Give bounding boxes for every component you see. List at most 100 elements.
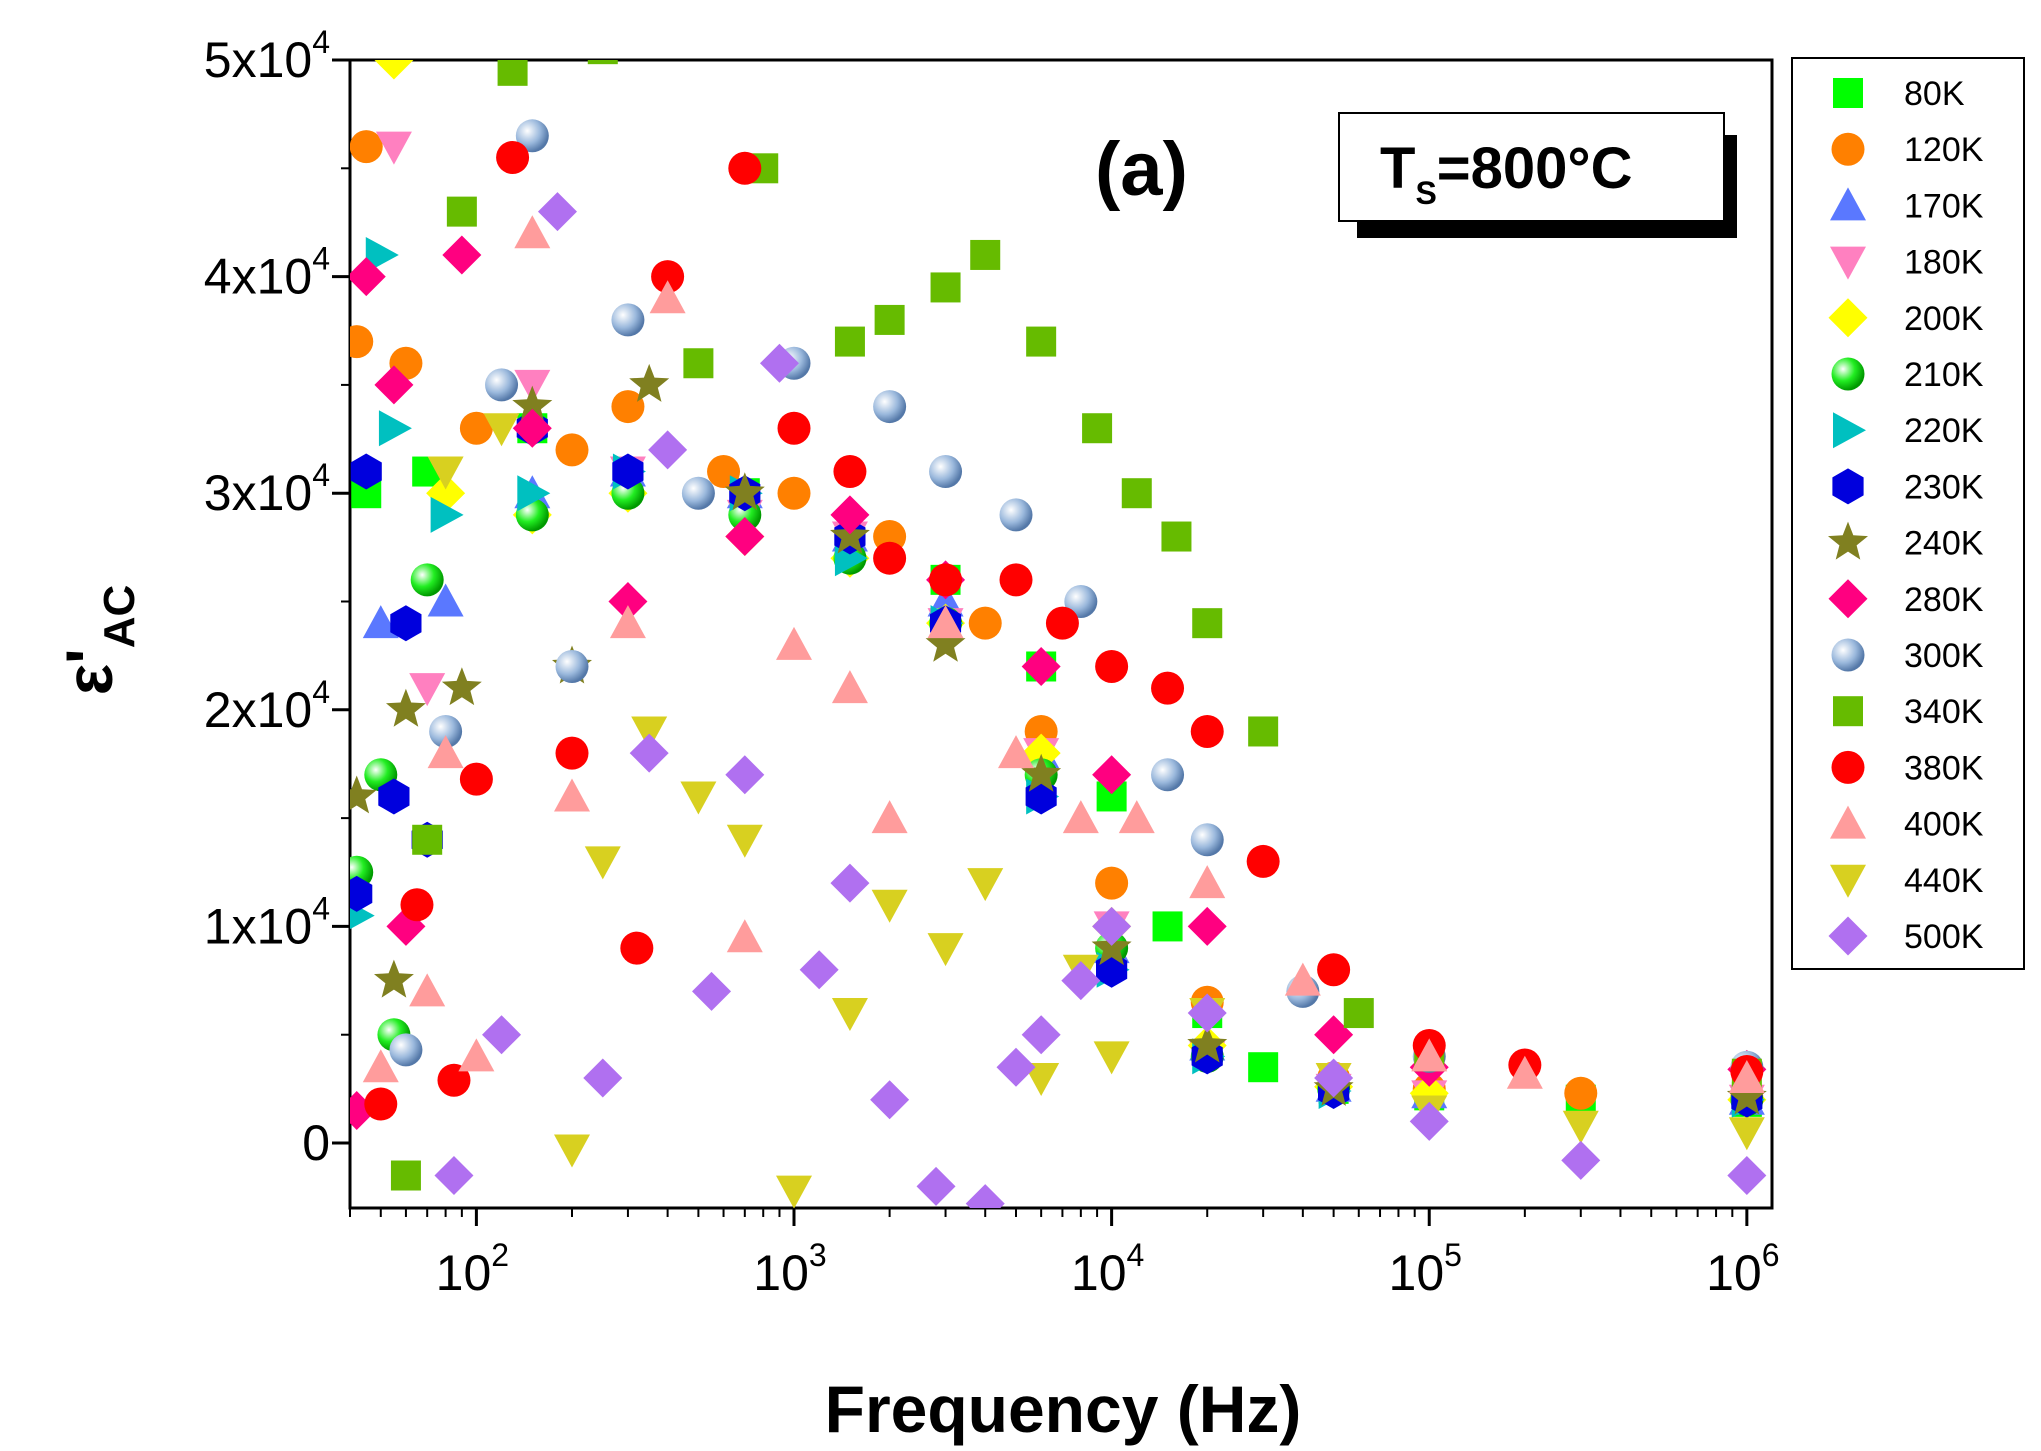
data-point bbox=[362, 605, 399, 639]
legend-label: 220K bbox=[1904, 412, 1984, 450]
data-point bbox=[554, 1134, 591, 1168]
legend-label: 120K bbox=[1904, 131, 1984, 169]
legend-item: 220K bbox=[1833, 412, 1984, 450]
legend-marker bbox=[1830, 864, 1866, 898]
data-point bbox=[873, 390, 907, 424]
data-point bbox=[777, 411, 811, 445]
data-point bbox=[485, 368, 519, 402]
data-point bbox=[1189, 865, 1226, 899]
series-500K bbox=[434, 192, 1767, 1208]
data-point bbox=[1082, 413, 1113, 444]
data-point bbox=[515, 119, 549, 153]
data-point bbox=[1118, 800, 1155, 834]
data-point bbox=[683, 348, 714, 379]
data-point bbox=[350, 325, 374, 359]
data-point bbox=[430, 496, 464, 533]
data-point bbox=[1021, 646, 1061, 686]
data-point bbox=[555, 736, 589, 770]
data-point bbox=[1187, 1024, 1228, 1063]
data-point bbox=[390, 605, 422, 642]
data-point bbox=[608, 582, 648, 622]
data-point bbox=[512, 385, 553, 424]
data-point bbox=[681, 476, 715, 510]
data-point bbox=[555, 649, 589, 683]
data-point bbox=[611, 390, 645, 424]
legend-marker bbox=[1828, 298, 1868, 338]
data-point bbox=[1726, 1076, 1767, 1115]
x-tick-label: 105 bbox=[1389, 1237, 1462, 1301]
legend-label: 380K bbox=[1904, 749, 1984, 787]
legend-box bbox=[1791, 57, 2025, 970]
data-point bbox=[554, 778, 591, 812]
data-point bbox=[873, 541, 907, 575]
y-tick-label: 3x104 bbox=[204, 457, 330, 521]
data-point bbox=[651, 260, 685, 294]
legend-marker bbox=[1830, 246, 1866, 280]
legend-label: 500K bbox=[1904, 918, 1984, 956]
legend-label: 210K bbox=[1904, 356, 1984, 394]
data-point bbox=[459, 411, 493, 445]
data-point bbox=[925, 623, 966, 662]
data-point bbox=[374, 60, 414, 80]
data-point bbox=[1161, 521, 1192, 552]
data-point bbox=[1187, 906, 1227, 946]
data-point bbox=[870, 1080, 910, 1120]
data-point bbox=[434, 1156, 474, 1196]
data-point bbox=[1728, 1117, 1765, 1151]
legend-item: 440K bbox=[1830, 862, 1984, 900]
legend-marker bbox=[1830, 187, 1866, 221]
x-axis-title: Frequency (Hz) bbox=[825, 1372, 1302, 1446]
legend-label: 170K bbox=[1904, 187, 1984, 225]
y-tick-label: 5x104 bbox=[204, 24, 330, 88]
data-point bbox=[514, 215, 551, 249]
y-tick-label: 4x104 bbox=[204, 241, 330, 305]
legend-label: 180K bbox=[1904, 244, 1984, 282]
legend-item: 200K bbox=[1828, 298, 1984, 338]
data-point bbox=[412, 824, 443, 855]
legend-label: 230K bbox=[1904, 468, 1984, 506]
data-point bbox=[1248, 716, 1279, 747]
y-tick-label: 0 bbox=[302, 1115, 330, 1171]
legend-item: 230K bbox=[1832, 468, 1984, 506]
data-point bbox=[1092, 906, 1132, 946]
series-380K bbox=[364, 140, 1764, 1121]
data-point bbox=[390, 1160, 421, 1191]
legend-marker bbox=[1831, 132, 1865, 166]
data-point bbox=[1314, 1058, 1354, 1098]
data-point bbox=[999, 563, 1033, 597]
data-point bbox=[350, 453, 382, 490]
data-point bbox=[830, 863, 870, 903]
legend-marker bbox=[1831, 357, 1865, 391]
data-point bbox=[350, 257, 386, 297]
data-point bbox=[365, 236, 399, 273]
annotation-text: TS=800°C bbox=[1380, 136, 1633, 211]
data-point bbox=[1343, 998, 1374, 1029]
data-point bbox=[482, 1015, 522, 1055]
legend-label: 340K bbox=[1904, 693, 1984, 731]
data-point bbox=[999, 498, 1033, 532]
legend-item: 380K bbox=[1831, 749, 1984, 787]
data-point bbox=[386, 688, 426, 727]
data-point bbox=[409, 673, 446, 707]
data-point bbox=[362, 1049, 399, 1083]
data-point bbox=[459, 762, 493, 796]
data-point bbox=[930, 272, 961, 303]
data-point bbox=[517, 475, 551, 512]
data-point bbox=[1411, 1038, 1448, 1072]
data-point bbox=[1093, 1041, 1130, 1075]
data-point bbox=[512, 408, 552, 448]
legend-item: 240K bbox=[1828, 521, 1984, 563]
data-point bbox=[400, 888, 434, 922]
data-point bbox=[374, 365, 414, 405]
data-point bbox=[965, 1184, 1005, 1208]
data-point bbox=[375, 131, 412, 165]
data-point bbox=[1092, 755, 1132, 795]
data-point bbox=[483, 413, 520, 447]
data-point bbox=[1095, 649, 1129, 683]
data-point bbox=[996, 1047, 1036, 1087]
data-point bbox=[833, 455, 867, 489]
data-point bbox=[1728, 1060, 1765, 1094]
data-point bbox=[1151, 671, 1185, 705]
data-point bbox=[611, 303, 645, 337]
